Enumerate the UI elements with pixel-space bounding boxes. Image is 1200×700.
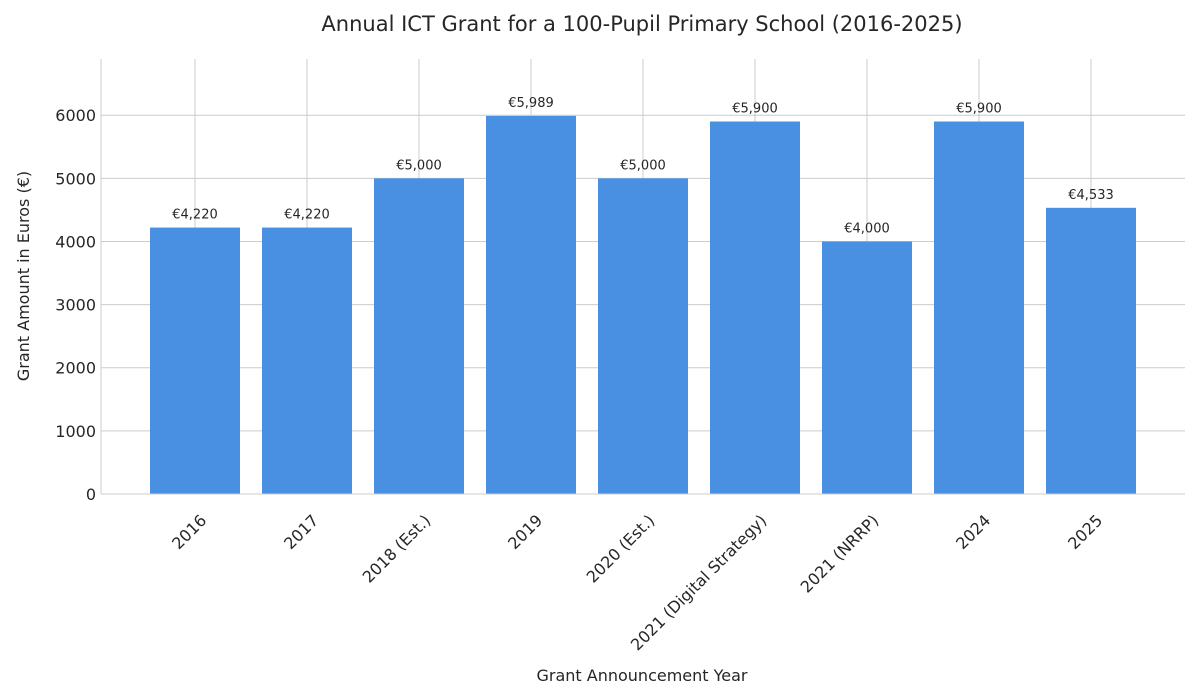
y-tick-label: 0 [86, 485, 96, 504]
x-tick-label: 2016 [168, 511, 210, 553]
data-labels: €4,220 €4,220 €5,000 €5,989 €5,000 €5,900 €4,0… [172, 96, 1114, 237]
bar [486, 115, 576, 494]
chart-title: Annual ICT Grant for a 100-Pupil Primary… [321, 12, 962, 36]
y-tick-label: 2000 [55, 359, 96, 378]
bar [598, 178, 688, 494]
bar-value-label: €5,989 [508, 96, 554, 111]
x-tick-label: 2020 (Est.) [583, 511, 659, 587]
bar-value-label: €5,000 [396, 158, 442, 173]
bar [374, 178, 464, 494]
y-tick-label: 1000 [55, 422, 96, 441]
bar-value-label: €4,533 [1068, 188, 1114, 203]
bar-value-label: €5,000 [620, 158, 666, 173]
x-axis-ticks: 2016 2017 2018 (Est.) 2019 2020 (Est.) 2021 (… [168, 511, 1106, 654]
x-axis-label: Grant Announcement Year [536, 666, 747, 685]
y-tick-label: 4000 [55, 232, 96, 251]
bar-value-label: €4,220 [172, 208, 218, 223]
bar [150, 227, 240, 495]
y-axis-label: Grant Amount in Euros (€) [14, 171, 33, 381]
y-axis-ticks: 0 1000 2000 3000 4000 5000 6000 [55, 106, 96, 504]
bar-value-label: €4,000 [844, 221, 890, 236]
x-tick-label: 2019 [504, 511, 546, 553]
y-tick-label: 6000 [55, 106, 96, 125]
bar [822, 241, 912, 494]
x-tick-label: 2025 [1064, 511, 1106, 553]
x-tick-label: 2018 (Est.) [359, 511, 435, 587]
x-tick-label: 2021 (NRRP) [797, 511, 883, 597]
bar [934, 121, 1024, 494]
x-tick-label: 2024 [952, 511, 994, 553]
bar-value-label: €5,900 [732, 102, 778, 117]
bars [150, 115, 1136, 495]
y-tick-label: 5000 [55, 169, 96, 188]
bar-value-label: €4,220 [284, 208, 330, 223]
y-tick-label: 3000 [55, 296, 96, 315]
bar [262, 227, 352, 495]
x-tick-label: 2017 [280, 511, 322, 553]
bar [710, 121, 800, 494]
bar-value-label: €5,900 [956, 102, 1002, 117]
bar [1046, 207, 1136, 494]
